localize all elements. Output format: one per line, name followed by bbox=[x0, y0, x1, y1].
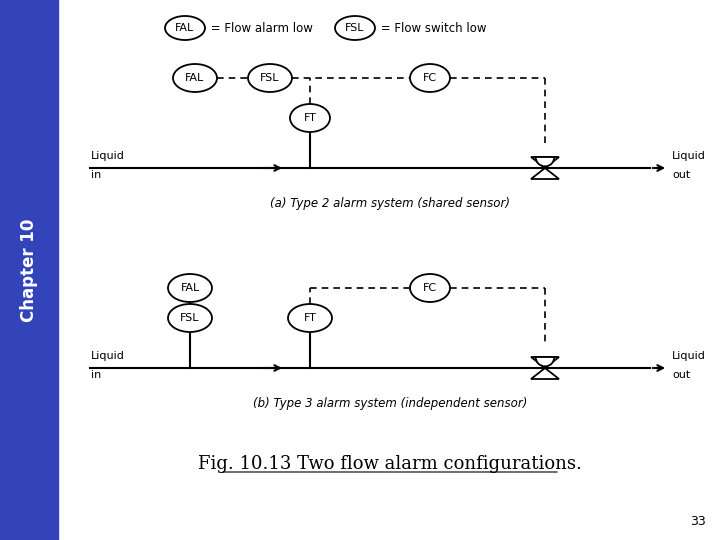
Text: Liquid: Liquid bbox=[91, 351, 125, 361]
Ellipse shape bbox=[410, 64, 450, 92]
Text: Liquid: Liquid bbox=[91, 151, 125, 161]
Text: FAL: FAL bbox=[185, 73, 204, 83]
Wedge shape bbox=[536, 357, 554, 366]
Ellipse shape bbox=[288, 304, 332, 332]
Ellipse shape bbox=[290, 104, 330, 132]
Text: = Flow switch low: = Flow switch low bbox=[377, 22, 487, 35]
Text: 33: 33 bbox=[690, 515, 706, 528]
Text: = Flow alarm low: = Flow alarm low bbox=[207, 22, 313, 35]
Text: FAL: FAL bbox=[181, 283, 199, 293]
Text: Liquid: Liquid bbox=[672, 351, 706, 361]
Ellipse shape bbox=[165, 16, 205, 40]
Text: FAL: FAL bbox=[176, 23, 194, 33]
Bar bbox=[0, 0, 58, 540]
Text: (b) Type 3 alarm system (independent sensor): (b) Type 3 alarm system (independent sen… bbox=[253, 397, 527, 410]
Text: FT: FT bbox=[304, 113, 316, 123]
Text: in: in bbox=[91, 370, 102, 380]
Ellipse shape bbox=[410, 274, 450, 302]
Ellipse shape bbox=[173, 64, 217, 92]
Text: FSL: FSL bbox=[346, 23, 365, 33]
Ellipse shape bbox=[168, 304, 212, 332]
Text: FT: FT bbox=[304, 313, 316, 323]
Text: FC: FC bbox=[423, 283, 437, 293]
Wedge shape bbox=[536, 157, 554, 166]
Text: (a) Type 2 alarm system (shared sensor): (a) Type 2 alarm system (shared sensor) bbox=[270, 197, 510, 210]
Text: FC: FC bbox=[423, 73, 437, 83]
Text: Liquid: Liquid bbox=[672, 151, 706, 161]
Text: Fig. 10.13 Two flow alarm configurations.: Fig. 10.13 Two flow alarm configurations… bbox=[198, 455, 582, 473]
Ellipse shape bbox=[335, 16, 375, 40]
Text: FSL: FSL bbox=[260, 73, 280, 83]
Text: Chapter 10: Chapter 10 bbox=[20, 218, 38, 322]
Text: in: in bbox=[91, 170, 102, 180]
Text: out: out bbox=[672, 170, 690, 180]
Text: FSL: FSL bbox=[180, 313, 199, 323]
Ellipse shape bbox=[168, 274, 212, 302]
Text: out: out bbox=[672, 370, 690, 380]
Ellipse shape bbox=[248, 64, 292, 92]
